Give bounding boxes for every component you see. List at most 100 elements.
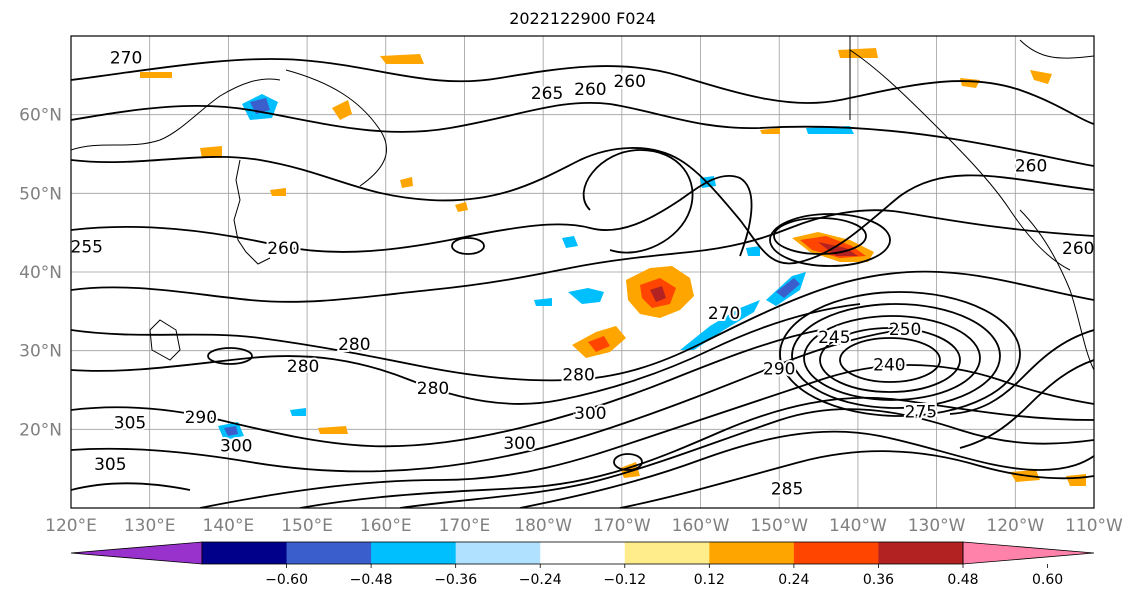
longitude-tick-label: 130°W <box>908 516 966 536</box>
coastline <box>849 49 1071 271</box>
colorbar-tick-label: −0.60 <box>265 572 308 588</box>
latitude-tick-label: 20°N <box>19 420 62 440</box>
coastline <box>285 69 387 187</box>
contour-value-label: 290 <box>185 408 217 428</box>
contour-line <box>299 396 1094 508</box>
contour-value-label: 300 <box>220 436 252 456</box>
low-ring <box>803 315 981 401</box>
coastline <box>149 319 181 361</box>
colorbar-band <box>202 542 288 564</box>
closed-contour <box>769 213 891 267</box>
latitude-tick-label: 60°N <box>19 106 62 126</box>
closed-contour <box>773 217 867 255</box>
contour-line <box>71 329 901 473</box>
colorbar-tick-label: 0.36 <box>863 572 894 588</box>
negative-patch <box>224 426 238 436</box>
contour-line <box>71 58 1094 125</box>
longitude-tick-label: 170°W <box>593 516 651 536</box>
positive-patch <box>400 177 413 188</box>
contour-value-label: 250 <box>889 320 921 340</box>
map-title: 2022122900 F024 <box>509 9 656 28</box>
negative-patch <box>680 300 760 350</box>
shaded-field <box>140 48 1086 486</box>
contour-value-label: 260 <box>613 72 645 92</box>
longitude-tick-label: 120°W <box>986 516 1044 536</box>
negative-patch <box>290 408 306 416</box>
contour-value-label: 275 <box>905 403 937 423</box>
contour-value-label: 240 <box>873 355 905 375</box>
contour-line <box>519 430 1094 508</box>
positive-patch <box>1030 70 1052 84</box>
contour-line <box>71 482 191 491</box>
negative-patch <box>568 288 604 304</box>
colorbar-band <box>878 542 964 564</box>
contour-line <box>71 303 861 405</box>
colorbar-band <box>540 542 626 564</box>
contour-line <box>199 364 1094 508</box>
contour-value-label: 260 <box>1062 239 1094 259</box>
coastlines <box>71 36 1094 371</box>
contour-value-label: 305 <box>94 455 126 475</box>
colorbar-tick-label: −0.36 <box>434 572 477 588</box>
colorbar-band <box>624 542 710 564</box>
positive-patch <box>760 128 780 134</box>
positive-patch <box>838 48 878 58</box>
closed-contour <box>207 347 253 365</box>
contour-line <box>71 175 753 257</box>
contour-line <box>71 101 1094 167</box>
colorbar-tick-label: −0.48 <box>350 572 393 588</box>
longitude-tick-label: 120°E <box>45 516 97 536</box>
contour-line <box>959 359 1094 449</box>
positive-patch <box>270 188 286 196</box>
contour-value-label: 260 <box>1015 156 1047 176</box>
colorbar-tick-label: 0.60 <box>1032 572 1063 588</box>
contour-line <box>619 450 1094 508</box>
contour-line <box>582 149 694 254</box>
latitude-tick-label: 50°N <box>19 184 62 204</box>
positive-patch <box>318 426 348 434</box>
low-ring <box>779 291 1021 417</box>
longitude-axis: 120°E 130°E 140°E 150°E 160°E 170°E 180°W 170°W… <box>45 516 1123 536</box>
contour-line <box>71 270 1094 382</box>
contour-value-label: 300 <box>574 404 606 424</box>
contour-line <box>949 329 1094 415</box>
contour-line <box>71 147 1094 265</box>
contour-value-label: 245 <box>818 328 850 348</box>
contour-value-label: 255 <box>71 237 103 257</box>
contour-value-label: 260 <box>574 80 606 100</box>
closed-contour <box>451 237 485 255</box>
positive-patch <box>380 54 424 64</box>
contour-value-label: 280 <box>417 379 449 399</box>
colorbar-band <box>371 542 457 564</box>
longitude-tick-label: 110°W <box>1065 516 1123 536</box>
longitude-tick-label: 130°E <box>124 516 176 536</box>
colorbar: −0.60 −0.48 −0.36 −0.24 −0.12 0.12 0.24 0.36 0.4… <box>70 541 1095 588</box>
contour-value-label: 285 <box>771 480 803 500</box>
longitude-tick-label: 170°E <box>439 516 491 536</box>
negative-patch <box>776 278 800 298</box>
contour-value-label: 280 <box>562 366 594 386</box>
colorbar-band <box>709 542 795 564</box>
closed-contour <box>613 453 643 471</box>
contour-value-label: 280 <box>287 357 319 377</box>
contour-value-label: 265 <box>531 84 563 104</box>
negative-patch <box>562 236 578 248</box>
colorbar-extend-low <box>70 541 203 565</box>
colorbar-frame <box>201 541 964 565</box>
map-frame <box>70 35 1095 509</box>
low-ring <box>791 303 1001 409</box>
longitude-tick-label: 140°W <box>829 516 887 536</box>
colorbar-tick-label: 0.12 <box>694 572 725 588</box>
positive-patch <box>588 336 610 352</box>
latitude-axis: 20°N 30°N 40°N 50°N 60°N <box>19 106 62 441</box>
positive-patch <box>332 100 352 120</box>
contour-value-label: 280 <box>338 335 370 355</box>
latitude-tick-label: 40°N <box>19 263 62 283</box>
longitude-tick-label: 140°E <box>203 516 255 536</box>
coastline <box>71 78 281 151</box>
colorbar-tick-label: −0.12 <box>603 572 646 588</box>
latitude-tick-label: 30°N <box>19 342 62 362</box>
colorbar-extend-high <box>962 541 1095 565</box>
coastline <box>233 159 271 265</box>
